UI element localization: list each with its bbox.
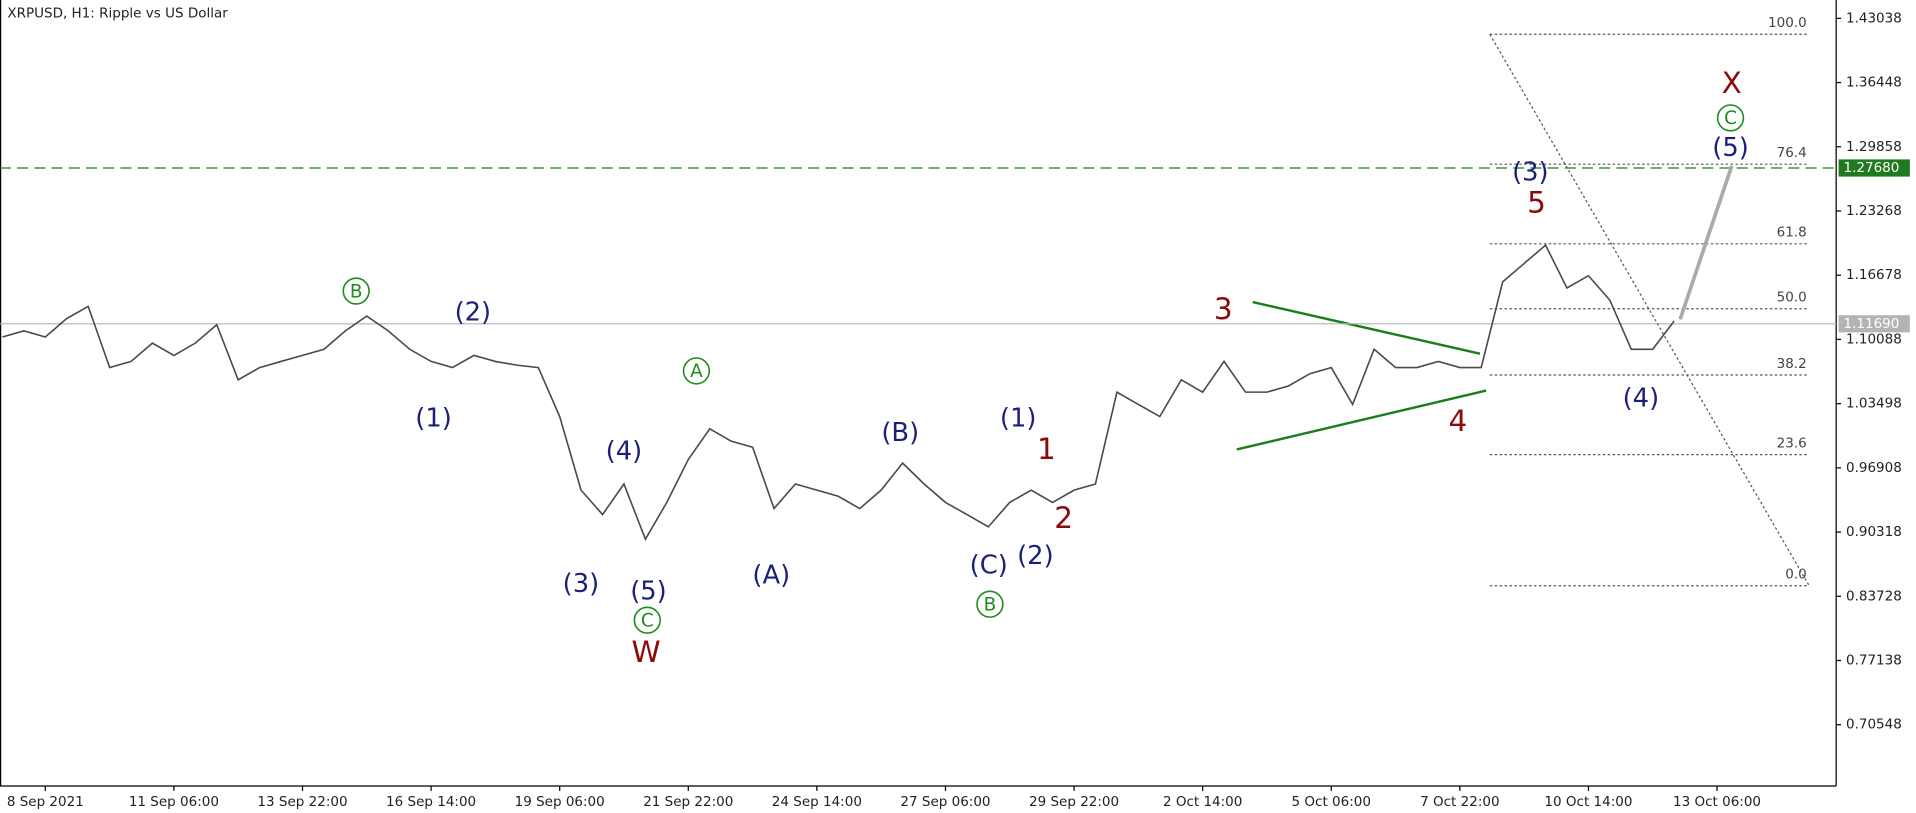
wave-label: B	[984, 594, 997, 615]
price-label: 1.27680	[1844, 160, 1900, 176]
projection	[1678, 165, 1734, 320]
price-label: 1.11690	[1844, 316, 1900, 332]
wave-label: A	[690, 361, 703, 382]
fib-label: 100.0	[1768, 15, 1807, 31]
x-tick-label: 13 Sep 22:00	[257, 794, 347, 810]
y-tick-label: 1.03498	[1846, 396, 1902, 412]
wave-label: 3	[1214, 292, 1233, 326]
wave-label: 4	[1449, 404, 1468, 438]
wave-label: (3)	[1512, 158, 1549, 188]
y-tick-label: 1.23268	[1846, 203, 1902, 219]
wave-label: B	[350, 281, 363, 302]
wave-label: (B)	[881, 418, 919, 448]
wave-label: X	[1722, 66, 1742, 100]
fib-label: 61.8	[1777, 225, 1807, 241]
x-tick-label: 13 Oct 06:00	[1673, 794, 1761, 810]
x-tick-label: 10 Oct 14:00	[1544, 794, 1632, 810]
wave-circle	[682, 357, 711, 385]
wave-circle	[976, 590, 1004, 618]
price-label-box	[1838, 159, 1910, 177]
price-series	[2, 243, 1675, 541]
wave-label: (1)	[415, 403, 452, 433]
chart-title: XRPUSD, H1: Ripple vs US Dollar	[7, 6, 228, 22]
wave-label: 2	[1054, 501, 1073, 535]
x-tick-label: 5 Oct 06:00	[1292, 794, 1371, 810]
fib-diagonal	[1489, 33, 1810, 587]
fib-label: 38.2	[1777, 356, 1807, 372]
x-tick-label: 27 Sep 06:00	[900, 794, 990, 810]
wave-circle	[1716, 104, 1745, 132]
fib-label: 23.6	[1777, 436, 1807, 452]
y-tick-label: 0.96908	[1846, 460, 1902, 476]
x-tick-label: 8 Sep 2021	[7, 794, 84, 810]
x-tick-label: 21 Sep 22:00	[643, 794, 733, 810]
wave-label: (C)	[970, 551, 1008, 581]
fib-label: 50.0	[1777, 290, 1807, 306]
wave-label: C	[641, 610, 654, 631]
x-tick-label: 29 Sep 22:00	[1029, 794, 1119, 810]
y-tick-label: 0.77138	[1846, 652, 1902, 668]
wave-label: (1)	[1000, 403, 1037, 433]
fib-label: 0.0	[1785, 567, 1806, 583]
x-tick-label: 7 Oct 22:00	[1420, 794, 1499, 810]
wave-label: (A)	[752, 560, 790, 590]
wave-circle	[633, 606, 661, 634]
wave-label: 1	[1037, 432, 1056, 466]
wave-label: (2)	[455, 298, 492, 328]
wave-label: (3)	[563, 569, 600, 599]
wave-label: (4)	[1623, 384, 1660, 414]
x-tick-label: 16 Sep 14:00	[386, 794, 476, 810]
x-tick-label: 11 Sep 06:00	[129, 794, 219, 810]
y-tick-label: 0.90318	[1846, 524, 1902, 540]
price-label-box	[1838, 315, 1910, 333]
y-tick-label: 1.43038	[1846, 10, 1902, 26]
trend-line	[1252, 300, 1481, 355]
x-tick-label: 2 Oct 14:00	[1163, 794, 1242, 810]
fib-label: 76.4	[1777, 145, 1807, 161]
trend-line	[1236, 389, 1487, 451]
y-tick-label: 1.16678	[1846, 267, 1902, 283]
wave-label: 5	[1527, 185, 1546, 219]
wave-label: C	[1724, 108, 1737, 129]
wave-label: (5)	[630, 576, 667, 606]
y-tick-label: 1.10088	[1846, 331, 1902, 347]
x-tick-label: 24 Sep 14:00	[772, 794, 862, 810]
y-tick-label: 1.29858	[1846, 139, 1902, 155]
y-tick-label: 0.70548	[1846, 717, 1902, 733]
y-tick-label: 0.83728	[1846, 588, 1902, 604]
x-tick-label: 19 Sep 06:00	[515, 794, 605, 810]
wave-label: (5)	[1712, 133, 1749, 163]
wave-label: (2)	[1017, 541, 1054, 571]
y-tick-label: 1.36448	[1846, 75, 1902, 91]
wave-label: W	[631, 635, 660, 669]
wave-circle	[342, 277, 370, 305]
wave-label: (4)	[606, 436, 643, 466]
